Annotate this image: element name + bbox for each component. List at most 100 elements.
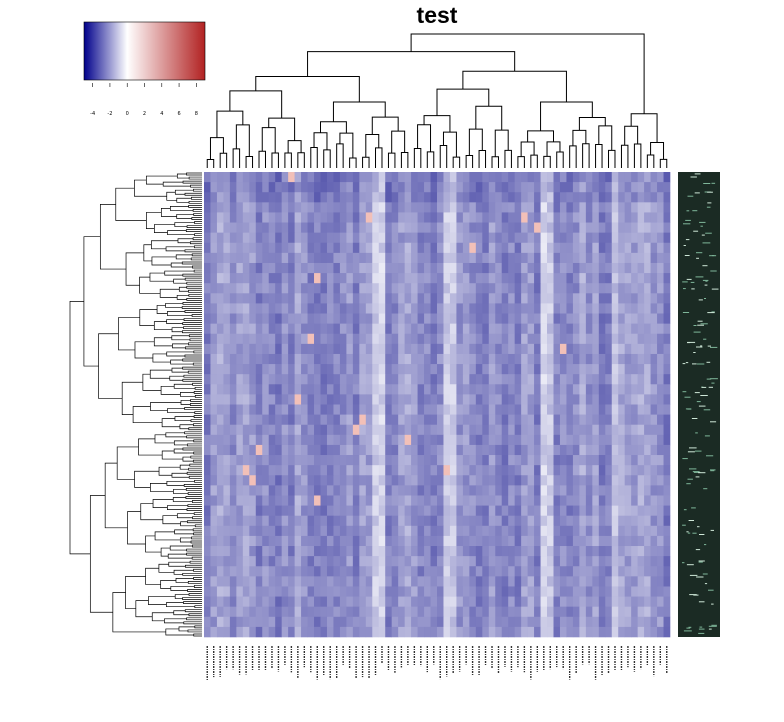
heatmap-cell <box>301 515 308 527</box>
heatmap-cell <box>579 343 587 355</box>
heatmap-cell <box>495 262 503 274</box>
heatmap-cell <box>242 242 250 254</box>
heatmap-cell <box>566 303 574 314</box>
heatmap-cell <box>592 546 600 557</box>
heatmap-cell <box>378 465 386 476</box>
row-dendrogram-branch <box>125 252 144 286</box>
heatmap-cell <box>242 313 250 324</box>
heatmap-cell <box>488 323 496 335</box>
heatmap-cell <box>592 374 600 385</box>
heatmap-cell <box>644 313 651 324</box>
heatmap-cell <box>514 384 522 395</box>
row-dendrogram-branch <box>173 569 194 575</box>
heatmap-cell <box>437 546 444 557</box>
heatmap-cell <box>572 293 580 304</box>
heatmap-cell <box>501 495 509 506</box>
heatmap-cell <box>326 414 334 426</box>
heatmap-cell <box>314 566 321 577</box>
heatmap-cell <box>216 343 224 355</box>
heatmap-cell <box>521 212 528 223</box>
heatmap-cell <box>462 252 470 264</box>
heatmap-cell <box>365 606 373 618</box>
heatmap-cell <box>359 404 367 415</box>
heatmap-cell <box>559 374 567 385</box>
row-dendrogram-branch <box>176 294 189 300</box>
heatmap-cell <box>572 596 580 607</box>
heatmap-cell <box>527 566 535 577</box>
heatmap-cell <box>475 505 483 516</box>
row-dendrogram-branch <box>193 188 202 192</box>
heatmap-cell <box>424 414 431 426</box>
heatmap-cell <box>359 252 367 264</box>
heatmap-cell <box>469 182 477 193</box>
heatmap-cell <box>449 222 457 233</box>
heatmap-cell <box>495 293 503 304</box>
heatmap-cell <box>359 222 367 233</box>
heatmap-cell <box>644 262 651 274</box>
heatmap-cell <box>443 414 451 426</box>
heatmap-cell <box>482 546 490 557</box>
heatmap-cell <box>449 434 457 446</box>
heatmap-cell <box>223 273 231 284</box>
column-dendrogram-branch <box>410 33 645 114</box>
heatmap-cell <box>553 232 561 244</box>
heatmap-cell <box>249 353 257 365</box>
heatmap-cell <box>482 333 490 345</box>
row-dendrogram-branch <box>186 548 202 552</box>
heatmap-cell <box>547 525 554 537</box>
row-label <box>692 532 697 534</box>
heatmap-cell <box>424 606 431 618</box>
heatmap-cell <box>585 414 593 426</box>
heatmap-cell <box>488 424 496 436</box>
heatmap-cell <box>326 616 334 628</box>
heatmap-cell <box>216 252 224 264</box>
heatmap-cell <box>624 535 632 547</box>
heatmap-cell <box>424 515 431 527</box>
heatmap-cell <box>482 273 490 284</box>
heatmap-cell <box>359 353 367 365</box>
heatmap-cell <box>268 515 276 527</box>
heatmap-cell <box>650 384 658 395</box>
heatmap-cell <box>326 515 334 527</box>
heatmap-cell <box>495 424 503 436</box>
heatmap-cell <box>262 606 270 618</box>
heatmap-cell <box>346 434 354 446</box>
heatmap-cell <box>540 414 548 426</box>
heatmap-cell <box>437 283 444 294</box>
heatmap-cell <box>365 303 373 314</box>
heatmap-cell <box>430 505 438 516</box>
heatmap-cell <box>210 323 218 335</box>
heatmap-cell <box>255 404 263 415</box>
column-dendrogram-branch <box>452 156 461 168</box>
heatmap-cell <box>443 172 451 183</box>
heatmap-cell <box>385 576 392 587</box>
heatmap-cell <box>663 586 671 597</box>
heatmap-cell <box>262 434 270 446</box>
heatmap-cell <box>378 394 386 405</box>
row-dendrogram-branch <box>174 594 190 599</box>
heatmap-cell <box>288 283 295 294</box>
heatmap-cell <box>417 465 425 476</box>
heatmap-cell <box>268 273 276 284</box>
heatmap-cell <box>417 374 425 385</box>
heatmap-cell <box>618 172 625 183</box>
heatmap-cell <box>592 596 600 607</box>
row-dendrogram-branch <box>152 499 174 508</box>
heatmap-cell <box>475 242 483 254</box>
column-dendrogram-branch <box>375 147 383 168</box>
heatmap-cell <box>437 353 444 365</box>
heatmap-cell <box>605 222 613 233</box>
heatmap-cell <box>424 172 431 183</box>
row-dendrogram-branch <box>184 249 202 253</box>
heatmap-cell <box>598 485 606 496</box>
heatmap-cell <box>624 293 632 304</box>
heatmap-cell <box>281 333 289 345</box>
row-dendrogram-branch <box>154 531 181 541</box>
heatmap-cell <box>268 212 276 223</box>
heatmap-cell <box>424 424 431 436</box>
row-dendrogram-branch <box>167 230 195 236</box>
heatmap-cell <box>339 515 347 527</box>
heatmap-cell <box>598 606 606 618</box>
heatmap-cell <box>449 242 457 254</box>
heatmap-cell <box>339 212 347 223</box>
